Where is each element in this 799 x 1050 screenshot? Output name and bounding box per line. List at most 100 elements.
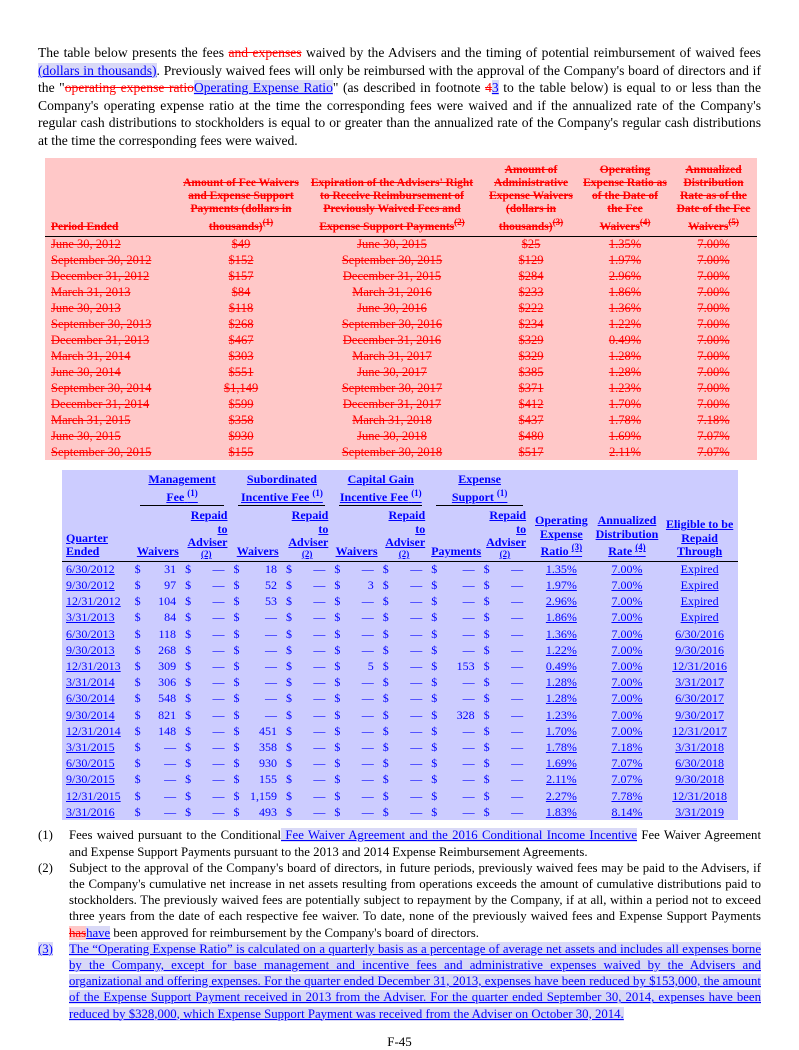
footnotes-section: (1) Fees waived pursuant to the Conditio… (38, 827, 761, 1021)
amount-cell: $ — (382, 707, 423, 722)
col-header-operating-expense-ratio: Operating Expense Ratio (3) (530, 470, 593, 562)
eligible-repaid-through-cell: 3/31/2019 (675, 804, 724, 819)
ratio-cell: 0.49% (545, 659, 577, 674)
amount-cell: $ — (285, 691, 326, 706)
inserted-table: Quarter Ended Management Fee (1) Subordi… (62, 470, 738, 821)
deleted-table-cell: 1.36% (608, 300, 642, 315)
amount-cell: $ — (185, 562, 225, 577)
amount-cell: $ — (382, 659, 423, 674)
ratio-cell: 1.22% (545, 642, 577, 657)
footnote-1: (1) Fees waived pursuant to the Conditio… (38, 827, 761, 859)
deleted-table-cell: $152 (228, 252, 254, 267)
amount-cell: $ — (483, 562, 524, 577)
eligible-repaid-through-cell: Expired (680, 610, 719, 625)
amount-cell: $ — (382, 626, 423, 641)
deleted-table-cell: $118 (228, 300, 254, 315)
amount-cell: $ — (431, 675, 475, 690)
amount-cell: $ — (382, 578, 423, 593)
col-header-operating-expense-ratio: Operating Expense Ratio as of the Date o… (580, 158, 670, 237)
ratio-cell: 7.00% (611, 642, 643, 657)
amount-cell: $ — (431, 788, 475, 803)
deleted-table-cell: $303 (228, 348, 254, 363)
amount-cell: $31 (134, 562, 177, 577)
amount-cell: $97 (134, 578, 177, 593)
ratio-cell: 7.18% (611, 739, 643, 754)
deleted-table-cell: 2.96% (608, 268, 642, 283)
amount-cell: $ — (483, 804, 524, 819)
quarter-ended-cell: 9/30/2014 (66, 707, 115, 722)
amount-cell: $ — (285, 562, 326, 577)
amount-cell: $ — (382, 723, 423, 738)
deleted-table-cell: December 31, 2013 (51, 332, 150, 347)
footnote-number: (1) (38, 828, 53, 843)
deleted-table-cell: $480 (518, 428, 544, 443)
deleted-table-cell: March 31, 2016 (352, 284, 432, 299)
amount-cell: $ — (483, 610, 524, 625)
inserted-table-group-header-row: Quarter Ended Management Fee (1) Subordi… (62, 470, 738, 562)
eligible-repaid-through-cell: 6/30/2018 (675, 756, 724, 771)
amount-cell: $ — (185, 723, 225, 738)
ratio-cell: 7.00% (611, 675, 643, 690)
deleted-table-row: September 30, 2013 $268 September 30, 2016… (45, 316, 757, 332)
amount-cell: $ — (431, 804, 475, 819)
amount-cell: $ — (134, 788, 177, 803)
inserted-table-row: 3/31/2015 $ — $ — $358 $ — $ — $ — $ — $ — 1.78% 7.18% 3/3… (62, 739, 738, 755)
deleted-table-row: March 31, 2013 $84 March 31, 2016 $233 1.86%… (45, 284, 757, 300)
col-header-mf-repaid: Repaid to Adviser (2) (183, 506, 232, 562)
amount-cell: $148 (134, 723, 177, 738)
deleted-table-cell: June 30, 2012 (51, 237, 121, 252)
deleted-table-cell: $412 (518, 396, 544, 411)
col-header-quarter-ended: Quarter Ended (62, 470, 133, 562)
deleted-table-cell: $329 (518, 348, 544, 363)
amount-cell: $53 (233, 594, 277, 609)
ratio-cell: 7.00% (611, 610, 643, 625)
amount-cell: $ — (483, 707, 524, 722)
col-header-eligible-repaid-through: Eligible to be Repaid Through (661, 470, 738, 562)
amount-cell: $ — (233, 675, 277, 690)
inserted-table-row: 9/30/2014 $821 $ — $ — $ — $ — $ — $328 $ — 1.23% 7.00% 9… (62, 707, 738, 723)
ratio-cell: 7.00% (611, 578, 643, 593)
amount-cell: $ — (382, 804, 423, 819)
eligible-repaid-through-cell: 6/30/2017 (675, 691, 724, 706)
deleted-table-cell: March 31, 2015 (51, 412, 131, 427)
deleted-table-cell: 1.78% (608, 412, 642, 427)
deleted-table-cell: $599 (228, 396, 254, 411)
amount-cell: $ — (431, 756, 475, 771)
amount-cell: $ — (185, 707, 225, 722)
deleted-table-row: March 31, 2014 $303 March 31, 2017 $329 1.28… (45, 348, 757, 364)
quarter-ended-cell: 9/30/2012 (66, 578, 115, 593)
amount-cell: $ — (233, 659, 277, 674)
quarter-ended-cell: 3/31/2015 (66, 739, 115, 754)
deleted-table-row: December 31, 2014 $599 December 31, 2017 $4… (45, 396, 757, 412)
footnote-text: Subject to the approval of the Company's… (69, 860, 761, 940)
eligible-repaid-through-cell: Expired (680, 594, 719, 609)
deleted-table-cell: 7.00% (697, 268, 730, 283)
deleted-table-cell: September 30, 2018 (341, 444, 443, 459)
footnote-number: (3) (38, 941, 53, 956)
amount-cell: $ — (334, 626, 374, 641)
ratio-cell: 2.27% (545, 788, 577, 803)
ratio-cell: 8.14% (611, 804, 643, 819)
col-header-cgif-waivers: Waivers (332, 506, 381, 562)
amount-cell: $155 (233, 772, 277, 787)
amount-cell: $104 (134, 594, 177, 609)
footnote-2: (2) Subject to the approval of the Compa… (38, 860, 761, 941)
col-header-cgif-repaid: Repaid to Adviser (2) (380, 506, 430, 562)
deleted-table-row: June 30, 2012 $49 June 30, 2015 $25 1.35% 7.0… (45, 236, 757, 252)
deleted-table-cell: March 31, 2014 (51, 348, 131, 363)
deleted-table-cell: December 31, 2014 (51, 396, 150, 411)
amount-cell: $ — (334, 562, 374, 577)
deleted-table-cell: June 30, 2014 (51, 364, 121, 379)
amount-cell: $ — (185, 675, 225, 690)
deleted-table-cell: September 30, 2015 (341, 252, 443, 267)
deleted-table-cell: 1.86% (608, 284, 642, 299)
amount-cell: $ — (233, 626, 277, 641)
amount-cell: $ — (285, 594, 326, 609)
ratio-cell: 1.78% (545, 739, 577, 754)
deleted-table-cell: $437 (518, 412, 544, 427)
deleted-table-cell: $329 (518, 332, 544, 347)
amount-cell: $ — (134, 756, 177, 771)
inserted-table-row: 12/31/2012 $104 $ — $53 $ — $ — $ — $ — $ — 2.96% 7.00% E… (62, 594, 738, 610)
amount-cell: $ — (285, 707, 326, 722)
